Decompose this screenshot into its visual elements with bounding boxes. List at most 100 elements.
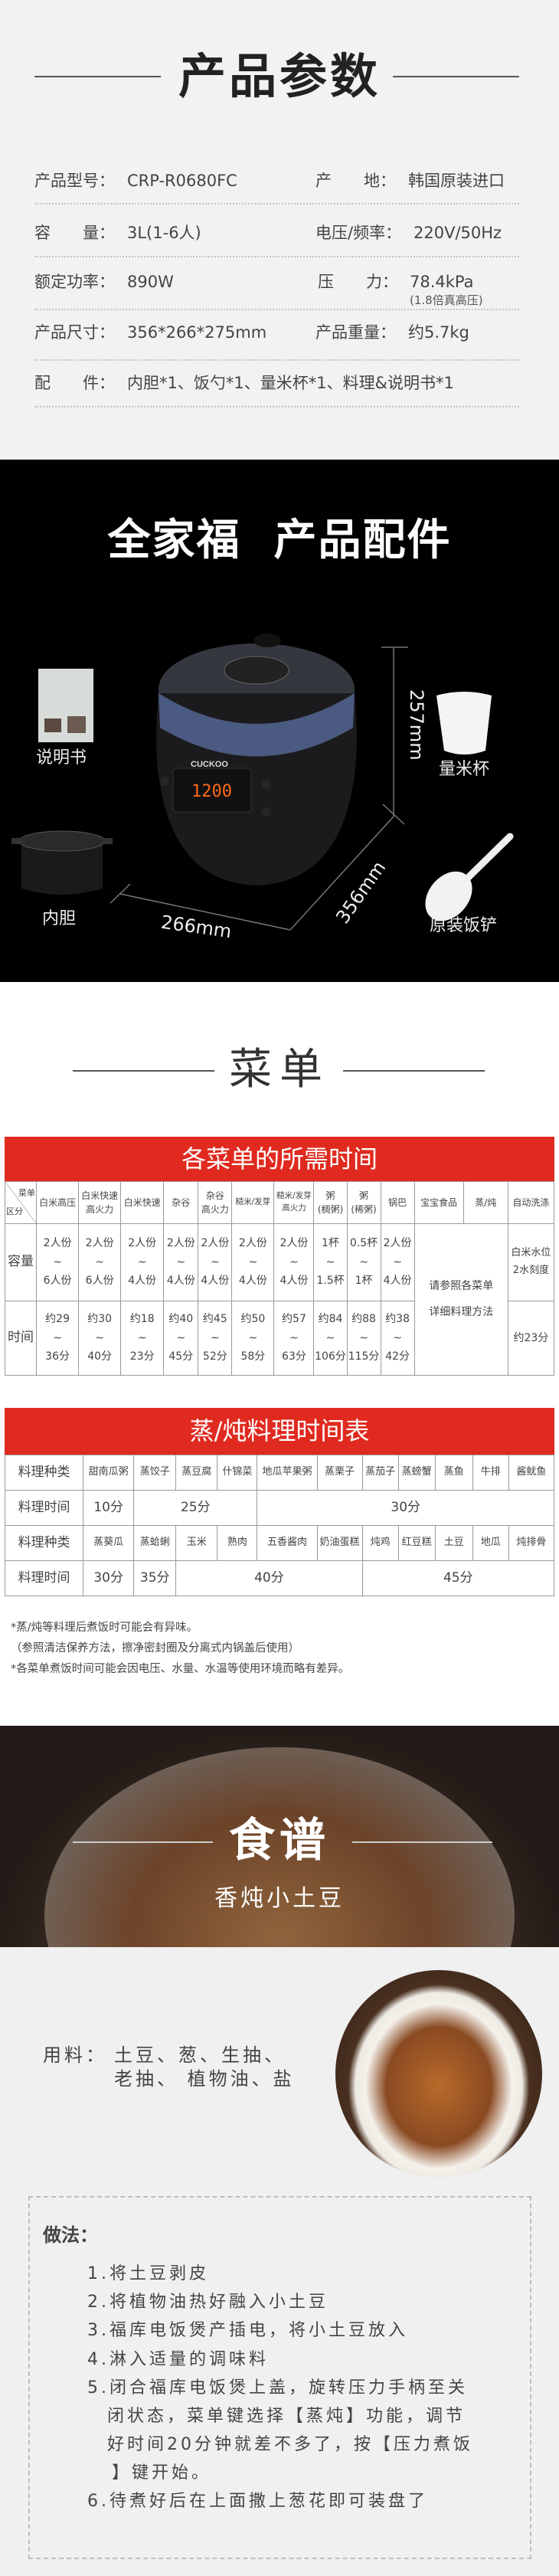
corner-top-label: 菜单 — [18, 1187, 36, 1198]
time-cell: 约45 ~ 52分 — [198, 1301, 233, 1376]
section-title: 产品参数 — [178, 48, 381, 104]
time-cell: 40分 — [175, 1560, 363, 1596]
merged-note-cell: 请参照各菜单 详细料理方法 — [414, 1223, 508, 1376]
dish-cell: 蒸蛤蜊 — [133, 1525, 177, 1561]
table2-header: 蒸/炖料理时间表 — [5, 1408, 554, 1455]
dish-cell: 蒸豆腐 — [175, 1455, 218, 1491]
spec-row-accessories: 配 件： 内胆*1、饭勺*1、量米杯*1、料理&说明书*1 — [34, 362, 519, 408]
dish-cell: 炖鸡 — [361, 1525, 399, 1561]
title-rule-right — [393, 76, 519, 77]
inner-pot-label: 内胆 — [42, 909, 77, 928]
dish-cell: 甜南瓜粥 — [83, 1455, 135, 1491]
spec-value: 3L(1-6人) — [127, 224, 201, 242]
spec-label: 配 件： — [34, 374, 115, 392]
dish-cell: 五香酱肉 — [257, 1525, 318, 1561]
accessories-section: 全家福 产品配件 CUCKOO 1200 — [0, 460, 559, 982]
title-rule-right — [352, 1841, 492, 1843]
spec-value: 78.4kPa — [410, 273, 474, 291]
corner-bottom-label: 区分 — [6, 1206, 23, 1216]
dish-cell: 蒸栗子 — [316, 1455, 363, 1491]
dish-cell: 炖排骨 — [508, 1525, 555, 1561]
method-step: 4.淋入适量的调味料 — [87, 2350, 269, 2369]
dish-cell: 地瓜苹果粥 — [257, 1455, 318, 1491]
column-header: 糙米/发芽 高火力 — [273, 1181, 315, 1224]
measuring-cup-label: 量米杯 — [439, 760, 490, 779]
dish-cell: 蒸茄子 — [361, 1455, 399, 1491]
measuring-cup-image — [436, 692, 492, 754]
time-cell: 约29 ~ 36分 — [36, 1301, 80, 1376]
column-header: 宝宝食品 — [414, 1181, 464, 1224]
recipe-details: 用料： 土豆、葱、生抽、 老抽、 植物油、盐 做法： 1.将土豆剥皮 2.将植物… — [0, 1947, 559, 2576]
spec-label: 产品尺寸： — [34, 323, 115, 342]
capacity-cell: 2人份 ~ 4人份 — [120, 1223, 165, 1301]
spec-row: 产品型号： CRP-R0680FC 产 地： 韩国原装进口 — [34, 161, 519, 205]
recipe-title: 食谱 — [229, 1814, 330, 1867]
dish-cell: 土豆 — [434, 1525, 473, 1561]
title-rule-left — [34, 76, 161, 77]
time-cell: 约50 ~ 58分 — [231, 1301, 275, 1376]
method-step: 5.闭合福库电饭煲上盖，旋转压力手柄至关 — [87, 2378, 468, 2398]
capacity-cell: 2人份 ~ 4人份 — [163, 1223, 199, 1301]
display-readout: 1200 — [191, 782, 232, 801]
method-step: 2.将植物油热好融入小土豆 — [87, 2293, 329, 2312]
time-cell: 25分 — [133, 1490, 258, 1526]
food-photo — [335, 1970, 542, 2178]
spec-label: 产品型号： — [34, 172, 115, 190]
column-header: 自动洗涤 — [507, 1181, 555, 1224]
time-cell: 约57 ~ 63分 — [273, 1301, 315, 1376]
row-header: 料理种类 — [4, 1525, 84, 1561]
capacity-cell: 2人份 ~ 6人份 — [78, 1223, 122, 1301]
spec-label: 额定功率： — [34, 273, 115, 291]
time-cell: 35分 — [133, 1560, 177, 1596]
dish-cell: 蒸鱼 — [434, 1455, 473, 1491]
column-header: 白米快速 — [120, 1181, 165, 1224]
spec-label: 产品重量： — [315, 323, 396, 342]
rice-paddle-label: 原装饭铲 — [430, 916, 498, 935]
ingredients-label: 用料： — [43, 2044, 107, 2066]
wash-capacity-cell: 白米水位 2水刻度 — [507, 1223, 555, 1301]
title-rule-left — [73, 1070, 214, 1072]
time-cell: 约88 ~ 115分 — [346, 1301, 381, 1376]
inner-pot-image — [11, 830, 113, 895]
rice-cooker-image: CUCKOO 1200 — [156, 633, 357, 885]
capacity-cell: 2人份 ~ 6人份 — [36, 1223, 80, 1301]
time-cell: 45分 — [361, 1560, 555, 1596]
brand-logo: CUCKOO — [191, 760, 228, 769]
column-header: 白米高压 — [36, 1181, 80, 1224]
menu-tables: 各菜单的所需时间 菜单 区分 白米高压 白米快速 高火力 白米快速 杂谷 杂谷 高火力 糙米/… — [4, 1137, 555, 1680]
dish-cell: 酱鱿鱼 — [508, 1455, 555, 1491]
section-title: 全家福 产品配件 — [107, 516, 452, 565]
capacity-cell: 0.5杯 ~ 1杯 — [346, 1223, 381, 1301]
method-step: 6.待煮好后在上面撒上葱花即可装盘了 — [87, 2492, 428, 2511]
spec-value: CRP-R0680FC — [127, 172, 237, 190]
note: *各菜单煮饭时间可能会因电压、水量、水温等使用环境而略有差异。 — [11, 1663, 350, 1675]
time-cell: 约18 ~ 23分 — [120, 1301, 165, 1376]
dish-cell: 地瓜 — [472, 1525, 509, 1561]
method-label: 做法： — [43, 2224, 98, 2246]
dish-cell: 蒸饺子 — [133, 1455, 177, 1491]
notes: *蒸/炖等料理后煮饭时可能会有异味。 （参照清洁保养方法，擦净密封圈及分离式内锅… — [5, 1618, 554, 1680]
dish-cell: 蒸葵瓜 — [83, 1525, 135, 1561]
manual-image — [38, 669, 93, 742]
steam-stew-time-table: 料理种类 甜南瓜粥 蒸饺子 蒸豆腐 什锦菜 地瓜苹果粥 蒸栗子 蒸茄子 蒸螃蟹 蒸鱼 牛排 酱鱿鱼 料理… — [4, 1455, 555, 1596]
spec-row: 额定功率： 890W 压 力： 78.4kPa (1.8倍真高压) — [34, 259, 519, 310]
manual-label: 说明书 — [36, 748, 87, 768]
note: *蒸/炖等料理后煮饭时可能会有异味。 — [11, 1622, 198, 1634]
row-header: 时间 — [4, 1301, 38, 1376]
capacity-cell: 1杯 ~ 1.5杯 — [313, 1223, 348, 1301]
spec-value: 约5.7kg — [408, 323, 469, 342]
spec-value: 220V/50Hz — [414, 224, 502, 242]
method-step-continued: 闭状态，菜单键选择【蒸炖】功能，调节 — [107, 2407, 466, 2426]
column-header: 杂谷 高火力 — [198, 1181, 233, 1224]
spec-value: 890W — [127, 273, 174, 291]
capacity-cell: 2人份 ~ 4人份 — [380, 1223, 415, 1301]
column-header: 粥 (稀粥) — [346, 1181, 381, 1224]
method-step-continued: 好时间20分钟就差不多了，按【压力煮饭 — [107, 2435, 473, 2454]
column-header: 白米快速 高火力 — [78, 1181, 122, 1224]
spec-value: 韩国原装进口 — [408, 172, 505, 190]
table1-header: 各菜单的所需时间 — [5, 1137, 554, 1181]
time-cell: 约84 ~ 106分 — [313, 1301, 348, 1376]
spec-value: 356*266*275mm — [127, 323, 267, 342]
dish-cell: 玉米 — [175, 1525, 218, 1561]
spec-label: 压 力： — [318, 273, 398, 291]
